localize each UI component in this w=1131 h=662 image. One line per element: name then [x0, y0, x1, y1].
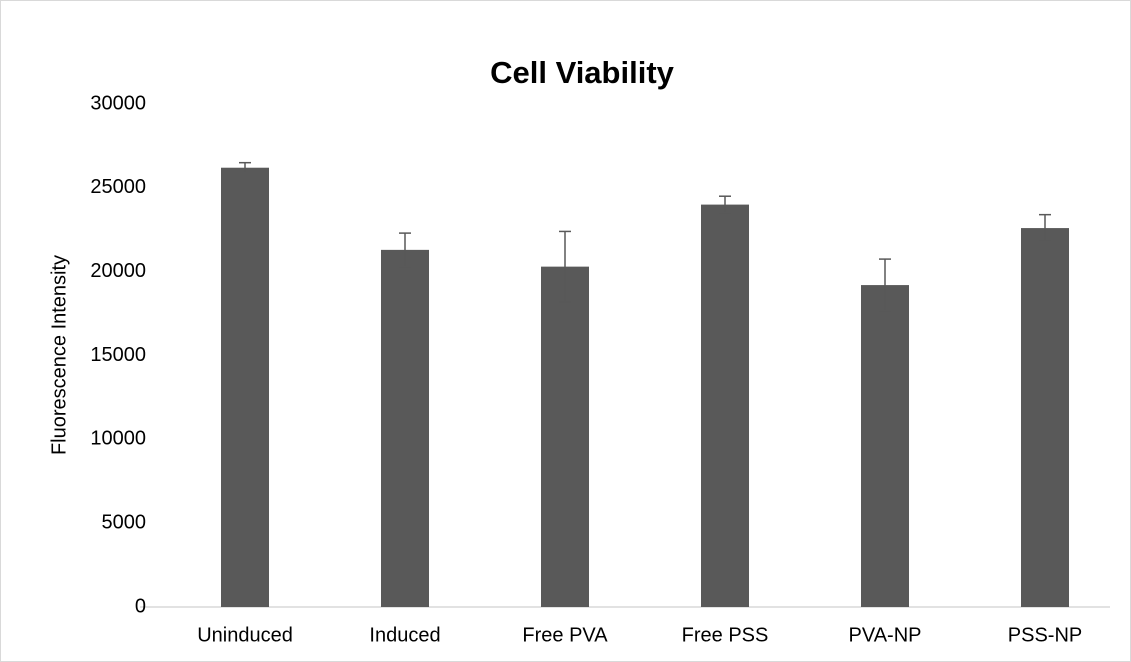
y-tick-label: 0 — [135, 595, 146, 617]
bar — [861, 285, 909, 607]
bar — [701, 204, 749, 607]
x-tick-label: Free PSS — [682, 624, 769, 646]
y-tick-label: 20000 — [90, 260, 146, 282]
error-bar — [719, 195, 731, 214]
error-bar — [559, 230, 571, 303]
y-tick-label: 25000 — [90, 176, 146, 198]
y-tick-label: 15000 — [90, 344, 146, 366]
error-bar — [239, 161, 251, 174]
y-tick-label: 30000 — [90, 92, 146, 114]
bar — [221, 167, 269, 608]
y-tick-label: 5000 — [102, 511, 147, 533]
x-tick-label: PVA-NP — [849, 624, 922, 646]
x-tick-label: Free PVA — [522, 624, 608, 646]
error-bar — [1039, 213, 1051, 243]
x-tick-label: Induced — [369, 624, 440, 646]
y-tick-label: 10000 — [90, 428, 146, 450]
x-tick-label: PSS-NP — [1008, 624, 1082, 646]
error-bar — [879, 258, 891, 312]
bar — [541, 266, 589, 607]
bar — [1021, 228, 1069, 607]
x-tick-label: Uninduced — [197, 624, 293, 646]
bar — [381, 249, 429, 607]
error-bar — [399, 232, 411, 268]
chart-title: Cell Viability — [490, 55, 675, 90]
y-axis-label: Fluorescence Intensity — [48, 255, 70, 455]
